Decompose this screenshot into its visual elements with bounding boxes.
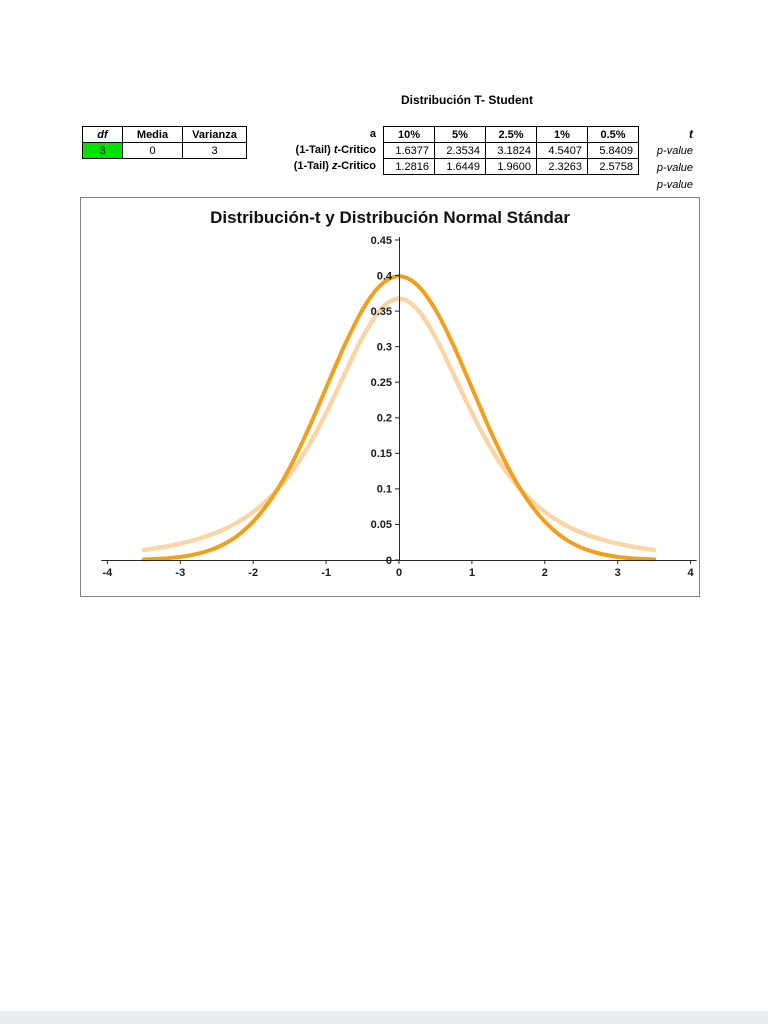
chart-container: -4 -3 -2 -1 0 1 2 3 4 0 0.05 0.1 0.15 0.2 0.25 0.3 0.35 0…: [80, 197, 700, 597]
critical-cell: 3.1824: [485, 142, 537, 159]
x-tick-label: -2: [248, 567, 258, 579]
critical-cell: 1.2816: [383, 158, 435, 175]
varianza-value-cell: 3: [182, 142, 247, 159]
df-value-cell: 3: [82, 142, 123, 159]
y-tick-label: 0.45: [371, 235, 392, 247]
x-tick-label: -3: [175, 567, 185, 579]
t-critico-row: 1.6377 2.3534 3.1824 4.5407 5.8409: [383, 142, 639, 159]
y-tick-label: 0.3: [377, 341, 392, 353]
page-bottom-strip: [0, 1011, 768, 1024]
p-value-label: p-value: [656, 145, 693, 157]
p-value-label: p-value: [656, 162, 693, 174]
critical-cell: 2.3534: [434, 142, 486, 159]
x-tick-label: 4: [688, 567, 695, 579]
distribution-chart: -4 -3 -2 -1 0 1 2 3 4 0 0.05 0.1 0.15 0.2 0.25 0.3 0.35 0…: [101, 235, 697, 579]
p-value-label: p-value: [656, 179, 693, 191]
t-critico-label: (1-Tail) t-Critico: [295, 144, 376, 156]
y-tick-label: 0.35: [371, 306, 392, 318]
chart-title: Distribución-t y Distribución Normal Stá…: [210, 208, 570, 227]
critical-cell: 1.9600: [485, 158, 537, 175]
y-tick-label: 0.2: [377, 413, 392, 425]
critical-cell: 1.6449: [434, 158, 486, 175]
params-header-media: Media: [122, 126, 183, 143]
z-critico-label: (1-Tail) z-Critico: [293, 160, 376, 172]
critical-header-cell: 10%: [383, 126, 435, 143]
params-value-row: 3 0 3: [82, 142, 247, 159]
x-tick-label: -4: [103, 567, 114, 579]
critical-header-cell: 0.5%: [587, 126, 639, 143]
critical-cell: 1.6377: [383, 142, 435, 159]
critical-values-table: 10% 5% 2.5% 1% 0.5% 1.6377 2.3534 3.1824…: [383, 126, 639, 175]
critical-header-cell: 5%: [434, 126, 486, 143]
x-tick-label: 3: [615, 567, 621, 579]
x-tick-label: -1: [321, 567, 331, 579]
y-tick-label: 0.25: [371, 377, 392, 389]
params-header-row: df Media Varianza: [82, 126, 247, 143]
params-table: df Media Varianza 3 0 3: [82, 126, 247, 159]
media-value-cell: 0: [122, 142, 183, 159]
critical-header-cell: 2.5%: [485, 126, 537, 143]
critical-cell: 2.3263: [536, 158, 588, 175]
y-tick-label: 0.15: [371, 448, 392, 460]
critical-header-row: 10% 5% 2.5% 1% 0.5%: [383, 126, 639, 143]
x-tick-label: 0: [396, 567, 402, 579]
params-header-df: df: [82, 126, 123, 143]
critical-cell: 5.8409: [587, 142, 639, 159]
y-tick-label: 0.05: [371, 519, 392, 531]
y-tick-label: 0.4: [377, 270, 393, 282]
x-tick-label: 2: [542, 567, 548, 579]
params-header-varianza: Varianza: [182, 126, 247, 143]
y-tick-label: 0.1: [377, 484, 392, 496]
critical-cell: 4.5407: [536, 142, 588, 159]
y-tick-label: 0: [386, 555, 392, 567]
alpha-label: a: [369, 128, 376, 140]
critical-row-labels: a (1-Tail) t-Critico (1-Tail) z-Critico: [246, 126, 380, 174]
z-critico-row: 1.2816 1.6449 1.9600 2.3263 2.5758: [383, 158, 639, 175]
critical-header-cell: 1%: [536, 126, 588, 143]
x-tick-label: 1: [469, 567, 475, 579]
t-column-header: t: [689, 127, 693, 141]
critical-cell: 2.5758: [587, 158, 639, 175]
page-title: Distribución T- Student: [401, 93, 533, 107]
